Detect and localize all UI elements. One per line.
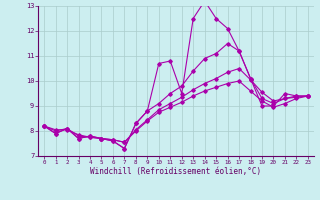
- X-axis label: Windchill (Refroidissement éolien,°C): Windchill (Refroidissement éolien,°C): [91, 167, 261, 176]
